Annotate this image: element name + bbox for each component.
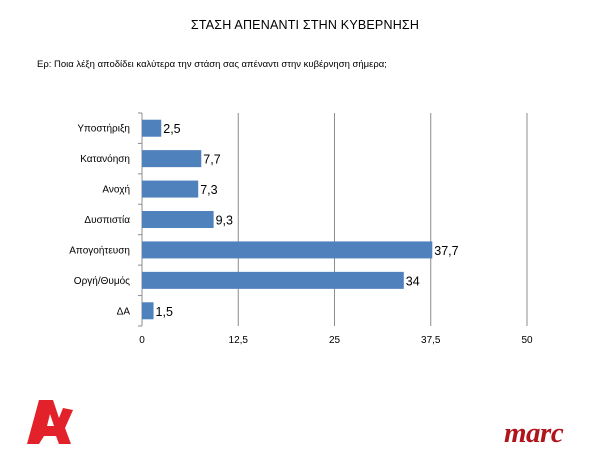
- category-label: Υποστήριξη: [77, 123, 130, 135]
- bar: [142, 241, 433, 259]
- category-label: Απογοήτευση: [69, 244, 130, 256]
- alpha-logo-icon: [25, 398, 75, 451]
- bar: [142, 211, 214, 228]
- bar-chart: Υποστήριξη 2,5 Κατανόηση 7,7 Ανοχή 7,3 Δυσπιστ…: [69, 112, 533, 346]
- x-tick-label: 50: [521, 335, 533, 346]
- data-label: 1,5: [156, 305, 173, 319]
- data-label: 37,7: [434, 244, 458, 258]
- category-label: Κατανόηση: [80, 153, 130, 165]
- bar: [142, 119, 162, 137]
- data-label: 2,5: [163, 122, 180, 136]
- data-label: 7,3: [200, 183, 217, 197]
- category-label: Ανοχή: [102, 184, 130, 196]
- marc-logo: marc: [504, 417, 564, 449]
- x-tick-label: 37,5: [421, 335, 441, 346]
- bar: [142, 180, 199, 198]
- category-label: Οργή/Θυμός: [74, 275, 130, 287]
- x-tick-label: 25: [329, 335, 341, 346]
- chart-title: ΣΤΑΣΗ ΑΠΕΝΑΝΤΙ ΣΤΗΝ ΚΥΒΕΡΝΗΣΗ: [190, 18, 420, 32]
- bar: [142, 302, 154, 320]
- x-tick-label: 12,5: [229, 335, 249, 346]
- category-label: Δυσπιστία: [84, 214, 130, 226]
- x-tick-label: 0: [139, 335, 145, 346]
- data-label: 7,7: [203, 153, 220, 167]
- category-label: ΔΑ: [117, 306, 131, 317]
- bar: [142, 271, 404, 289]
- question-text: Ερ: Ποια λέξη αποδίδει καλύτερα την στάσ…: [37, 59, 387, 70]
- data-label: 9,3: [216, 214, 233, 228]
- bar: [142, 150, 202, 168]
- data-label: 34: [406, 274, 420, 288]
